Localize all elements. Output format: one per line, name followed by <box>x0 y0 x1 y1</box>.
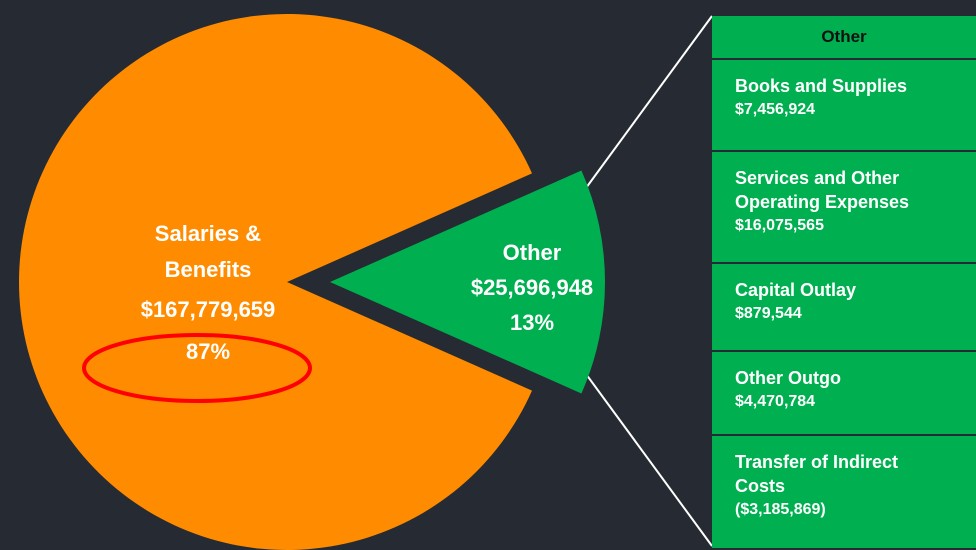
breakdown-row <box>712 352 976 434</box>
slice-value: $167,779,659 <box>140 297 276 322</box>
item-name: Transfer of Indirect Costs <box>735 452 899 496</box>
item-value: $4,470,784 <box>735 393 816 410</box>
slice-label: Other <box>502 240 562 265</box>
item-value: $16,075,565 <box>735 217 824 234</box>
breakdown-row <box>712 436 976 548</box>
connector-line <box>585 373 713 547</box>
item-name: Other Outgo <box>735 368 841 388</box>
breakdown-title: Other <box>821 27 867 46</box>
item-name: Books and Supplies <box>735 76 908 96</box>
slice-value: $25,696,948 <box>470 275 594 300</box>
slice-label: Salaries & Benefits <box>154 221 262 282</box>
breakdown-item: Other Outgo $4,470,784 <box>712 352 976 434</box>
slice-percent: 87% <box>185 339 231 364</box>
breakdown-item: Services and Other Operating Expenses $16… <box>712 152 976 262</box>
breakdown-header-bg <box>712 16 976 58</box>
item-name: Capital Outlay <box>735 280 857 300</box>
pie-slice <box>19 14 533 550</box>
item-name: Services and Other Operating Expenses <box>735 168 910 212</box>
slice-percent: 13% <box>509 310 555 335</box>
breakdown-item: Capital Outlay $879,544 <box>712 264 976 350</box>
highlight-ellipse <box>82 333 312 403</box>
connector-line <box>585 15 713 189</box>
item-value: $879,544 <box>735 305 802 322</box>
breakdown-item: Books and Supplies $7,456,924 <box>712 60 976 150</box>
pie-slice <box>330 170 606 394</box>
breakdown-row <box>712 152 976 262</box>
breakdown-row <box>712 60 976 150</box>
item-value: $7,456,924 <box>735 101 816 118</box>
breakdown-item: Transfer of Indirect Costs ($3,185,869) <box>712 436 976 548</box>
breakdown-row <box>712 264 976 350</box>
item-value: ($3,185,869) <box>735 501 826 518</box>
